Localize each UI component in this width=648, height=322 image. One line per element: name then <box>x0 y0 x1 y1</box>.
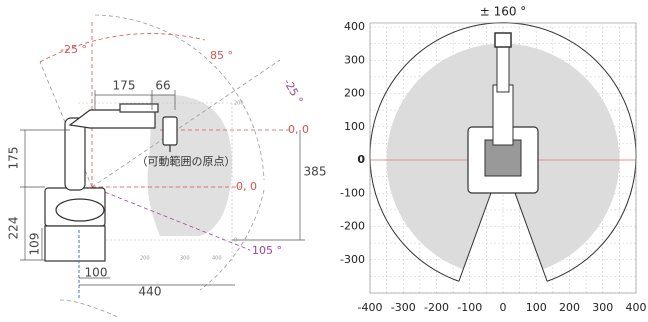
robot-arm <box>492 84 514 146</box>
x-tick-label: 300 <box>592 301 613 314</box>
dimension-label: 224 <box>7 217 21 240</box>
dimension-lines <box>20 90 305 286</box>
angle-label: -25 ° <box>281 77 306 107</box>
origin-label: 0, 0 <box>236 180 257 193</box>
dimension-label: 175 <box>7 147 21 170</box>
y-tick-label: 200 <box>344 87 365 100</box>
side-view: 200 0 200 300 400 -25 ° 85 ° -25 ° 105 ° 17… <box>7 14 327 319</box>
svg-text:400: 400 <box>212 256 222 262</box>
plot-frame <box>369 22 637 294</box>
robot-arm <box>496 41 510 93</box>
y-tick-label: 100 <box>344 120 365 133</box>
small-axis-labels: 200 0 200 300 400 <box>140 101 244 262</box>
svg-text:300: 300 <box>180 256 190 262</box>
x-tick-label: -200 <box>424 301 449 314</box>
dimension-label: 109 <box>28 233 42 256</box>
dimension-label: 100 <box>85 266 108 280</box>
x-tick-label: 400 <box>626 301 647 314</box>
y-tick-label: -300 <box>340 253 365 266</box>
svg-text:200: 200 <box>234 101 244 107</box>
red-lines <box>39 20 290 188</box>
rotation-label: ± 160 ° <box>480 5 527 19</box>
x-tick-label: 0 <box>500 301 507 314</box>
robot-tool <box>494 32 512 48</box>
angle-label: 85 ° <box>210 49 233 62</box>
angle-label: 105 ° <box>252 244 282 257</box>
dimension-label: 385 <box>304 165 327 179</box>
x-tick-label: -100 <box>457 301 482 314</box>
top-view: ± 160 ° -400 -300 -200 -100 0 100 200 300 400 400… <box>340 5 646 315</box>
y-tick-label: 300 <box>344 53 365 66</box>
x-tick-label: -300 <box>391 301 416 314</box>
origin-note: （可動範囲の原点） <box>137 154 236 168</box>
angle-label: -25 ° <box>60 43 87 56</box>
dimension-label: 175 <box>113 79 136 93</box>
origin-label: 0, 0 <box>288 123 309 136</box>
svg-text:0: 0 <box>234 238 237 244</box>
x-tick-label: -400 <box>358 301 383 314</box>
robot-arm <box>44 103 178 262</box>
y-tick-label: 0 <box>357 153 365 166</box>
dimension-label: 440 <box>139 285 162 299</box>
x-tick-label: 200 <box>559 301 580 314</box>
y-tick-label: -100 <box>340 186 365 199</box>
purple-line <box>91 186 251 251</box>
y-tick-label: -200 <box>340 220 365 233</box>
svg-text:200: 200 <box>140 256 150 262</box>
robot-base-inner <box>484 139 522 177</box>
x-tick-label: 100 <box>526 301 547 314</box>
y-tick-label: 400 <box>344 20 365 33</box>
dimension-label: 66 <box>155 79 170 93</box>
